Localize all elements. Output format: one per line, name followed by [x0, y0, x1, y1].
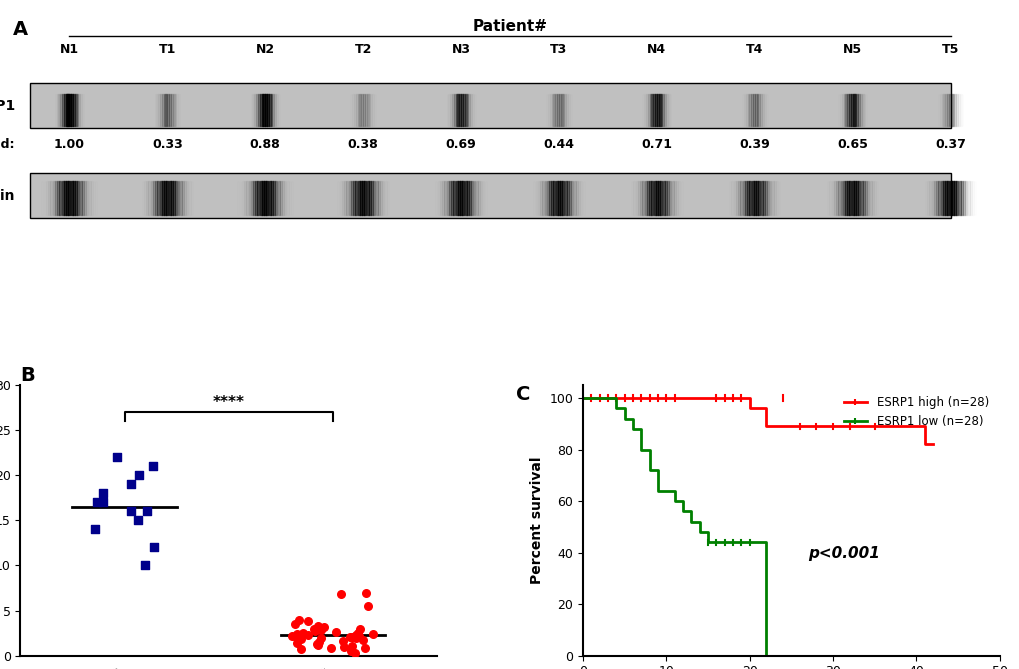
Text: N3: N3	[451, 43, 470, 56]
Text: 0.71: 0.71	[641, 138, 672, 151]
Text: T2: T2	[354, 43, 372, 56]
Point	[89, 497, 105, 508]
Point	[145, 461, 161, 472]
Text: Fold:: Fold:	[0, 138, 15, 151]
Text: T4: T4	[745, 43, 763, 56]
Point	[332, 589, 348, 599]
Point	[87, 524, 103, 535]
Point	[137, 560, 153, 571]
Bar	[31, 83, 950, 128]
Point	[315, 622, 331, 632]
Point	[292, 644, 309, 655]
Point	[300, 630, 316, 640]
Point	[310, 621, 326, 632]
Point	[309, 638, 325, 649]
Text: T3: T3	[550, 43, 567, 56]
Point	[358, 587, 374, 598]
Text: N1: N1	[60, 43, 78, 56]
Point	[306, 624, 322, 634]
Text: N4: N4	[647, 43, 665, 56]
Point	[313, 633, 329, 644]
Point	[95, 488, 111, 498]
Point	[288, 638, 305, 648]
Point	[95, 497, 111, 508]
Point	[328, 627, 344, 638]
Point	[351, 630, 367, 641]
Point	[347, 632, 364, 643]
Point	[336, 642, 353, 652]
Text: p<0.001: p<0.001	[807, 546, 879, 561]
Point	[292, 634, 309, 645]
Point	[334, 636, 351, 646]
Point	[300, 616, 316, 627]
Point	[311, 637, 327, 648]
Text: N5: N5	[843, 43, 861, 56]
Text: C: C	[516, 385, 530, 404]
Text: 0.65: 0.65	[837, 138, 867, 151]
Point	[343, 640, 360, 651]
Text: T1: T1	[158, 43, 176, 56]
Point	[350, 628, 366, 638]
Y-axis label: Percent survival: Percent survival	[529, 457, 543, 584]
Point	[122, 506, 139, 516]
Point	[322, 643, 338, 654]
Point	[365, 629, 381, 640]
Point	[352, 624, 368, 635]
Text: β-actin: β-actin	[0, 189, 15, 203]
Point	[122, 479, 139, 490]
Text: B: B	[20, 366, 35, 385]
Point	[360, 601, 376, 611]
Point	[313, 625, 329, 636]
Text: 0.44: 0.44	[543, 138, 574, 151]
Text: Patient#: Patient#	[472, 19, 547, 34]
Legend: ESRP1 high (n=28), ESRP1 low (n=28): ESRP1 high (n=28), ESRP1 low (n=28)	[838, 391, 993, 432]
Point	[342, 646, 359, 656]
Point	[343, 632, 360, 642]
Point	[341, 632, 358, 642]
Bar	[31, 173, 950, 218]
Text: ESRP1: ESRP1	[0, 99, 15, 112]
Point	[289, 632, 306, 643]
Point	[310, 640, 326, 650]
Point	[283, 630, 300, 641]
Point	[130, 470, 147, 480]
Text: 0.39: 0.39	[739, 138, 769, 151]
Point	[346, 648, 363, 658]
Text: 0.37: 0.37	[934, 138, 965, 151]
Text: N2: N2	[256, 43, 274, 56]
Point	[286, 619, 303, 630]
Point	[294, 628, 311, 638]
Text: 0.38: 0.38	[347, 138, 378, 151]
Point	[108, 452, 124, 463]
Point	[129, 515, 146, 526]
Point	[140, 506, 156, 516]
Text: A: A	[12, 20, 28, 39]
Text: T5: T5	[941, 43, 959, 56]
Point	[289, 629, 306, 640]
Text: 1.00: 1.00	[54, 138, 85, 151]
Point	[357, 642, 373, 653]
Point	[355, 635, 371, 646]
Text: 0.88: 0.88	[250, 138, 280, 151]
Point	[290, 614, 307, 625]
Point	[146, 542, 162, 553]
Text: ****: ****	[213, 395, 245, 409]
Point	[306, 626, 322, 637]
Text: 0.69: 0.69	[445, 138, 476, 151]
Text: 0.33: 0.33	[152, 138, 182, 151]
Point	[347, 630, 364, 640]
